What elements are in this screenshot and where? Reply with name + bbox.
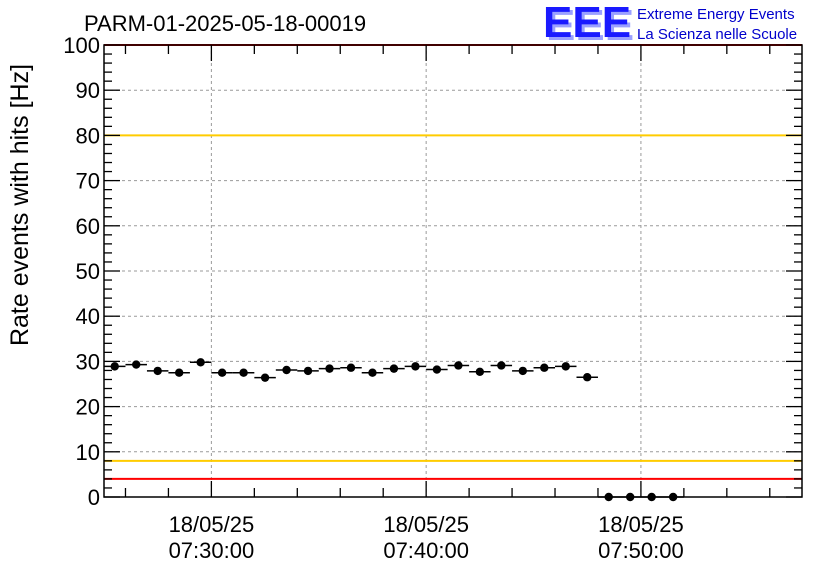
y-tick-label: 10 <box>76 440 100 465</box>
x-tick-date: 18/05/25 <box>169 512 255 537</box>
y-axis-label: Rate events with hits [Hz] <box>6 64 34 346</box>
logo-eee: EEE <box>543 0 631 47</box>
y-tick-label: 70 <box>76 169 100 194</box>
y-tick-label: 50 <box>76 259 100 284</box>
y-tick-label: 20 <box>76 395 100 420</box>
axes: 010203040506070809010018/05/2507:30:0018… <box>63 33 803 563</box>
data-point <box>174 368 184 377</box>
grid <box>104 45 802 497</box>
x-tick-time: 07:40:00 <box>383 538 469 563</box>
data-point <box>346 363 356 372</box>
reference-lines <box>104 44 802 480</box>
data-point <box>282 365 291 375</box>
data-point <box>368 368 377 377</box>
data-point <box>132 360 141 369</box>
data-point <box>518 366 527 376</box>
data-point <box>303 366 313 376</box>
logo-line2: La Scienza nelle Scuole <box>637 26 797 43</box>
x-tick-time: 07:30:00 <box>169 538 255 563</box>
x-tick-date: 18/05/25 <box>598 512 684 537</box>
eee-logo: EEE EEE Extreme Energy Events La Scienza… <box>543 0 797 50</box>
data-point <box>110 362 119 371</box>
data-point <box>432 365 442 374</box>
data-point <box>325 364 334 373</box>
data-point <box>497 361 506 370</box>
y-tick-label: 60 <box>76 214 100 239</box>
data-point <box>411 362 420 371</box>
data-point <box>561 362 570 371</box>
data-point <box>475 367 485 376</box>
data-point <box>389 364 399 373</box>
x-tick-time: 07:50:00 <box>598 538 684 563</box>
y-tick-label: 30 <box>76 349 100 374</box>
y-tick-label: 0 <box>88 485 100 510</box>
chart-title: PARM-01-2025-05-18-00019 <box>84 11 366 36</box>
data-point <box>454 361 463 370</box>
y-tick-label: 40 <box>76 304 100 329</box>
y-tick-label: 100 <box>63 33 100 58</box>
y-tick-label: 80 <box>76 123 100 148</box>
logo-line1: Extreme Energy Events <box>637 6 795 23</box>
x-tick-date: 18/05/25 <box>383 512 469 537</box>
logo-eee-shadow: EEE <box>546 1 634 50</box>
data-point <box>196 358 205 367</box>
data-point <box>217 368 227 377</box>
y-tick-label: 90 <box>76 78 100 103</box>
data-point <box>239 368 248 377</box>
data-point <box>260 373 270 382</box>
data-point <box>583 373 592 382</box>
data-point <box>153 366 162 376</box>
data-point <box>540 363 549 372</box>
